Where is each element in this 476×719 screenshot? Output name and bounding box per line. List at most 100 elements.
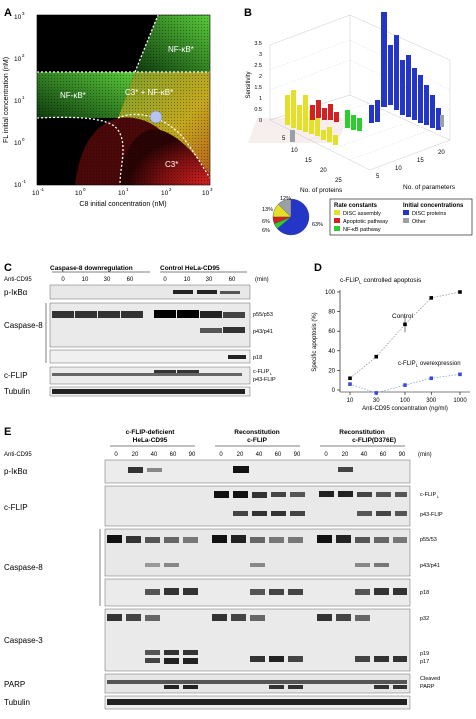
pie-label-3: 6% (262, 228, 270, 234)
e-time-6: 20 (237, 452, 244, 458)
c-group2: Control HeLa-CD95 (160, 265, 220, 272)
b-pie-labels: 12% 13% 6% 6% 63% (262, 196, 323, 234)
legend-item-0: DISC assembly (343, 211, 381, 217)
b-xtick-1: 10 (291, 148, 298, 154)
c-time-4: 0 (163, 277, 167, 283)
d-ytick-label: 40 (328, 349, 335, 355)
pie-label-1: 13% (262, 207, 273, 213)
e-row-pikba: p-IκBα (4, 467, 28, 476)
b-ztick-2: 1 (259, 96, 262, 102)
e-row-casp8: Caspase-8 (4, 563, 43, 572)
c-band-labels: p55/p53 p43/p41 p18 c-FLIP L p43-FLIP (253, 312, 276, 383)
c-band-p18: p18 (253, 355, 262, 361)
b-ztick-0: 0 (259, 118, 262, 124)
c-unit: (min) (255, 277, 269, 283)
a-xtick-4: 10 (202, 190, 210, 197)
b-zticks: 0 0.5 1 1.5 2 2.5 3 3.5 (254, 41, 262, 124)
legend-swatch-nfkb (334, 226, 340, 231)
legend-rate-title: Rate constants (334, 203, 378, 209)
e-groups: c-FLIP-deficient HeLa-CD95 Reconstitutio… (126, 429, 396, 444)
legend-item-1: Apoptotic pathway (343, 219, 388, 225)
e-time-10: 0 (324, 452, 328, 458)
e-group-4: Reconstitution (339, 429, 385, 436)
marker-point (149, 110, 163, 124)
legend-init-title: Initial concentrations (403, 203, 464, 209)
a-xtick-0: 10 (32, 190, 40, 197)
c-time-2: 30 (104, 277, 111, 283)
c-row-labels: p-IκBα Caspase-8 c-FLIP Tubulin (4, 288, 43, 396)
e-times: 0 20 40 60 90 0 20 40 60 90 0 20 40 60 9… (114, 452, 406, 458)
d-ytick-label: 60 (328, 329, 335, 335)
c-row-cflip: c-FLIP (4, 371, 28, 380)
c-time-7: 60 (229, 277, 236, 283)
c-time-1: 10 (82, 277, 89, 283)
a-ytick-3: 10 (14, 140, 22, 147)
d-ytick-label: 0 (332, 388, 336, 394)
c-row-tubulin: Tubulin (4, 387, 30, 396)
pie-label-4: 63% (312, 222, 323, 228)
e-group-1: HeLa-CD95 (133, 437, 168, 444)
legend-swatch-disc-proteins (403, 210, 409, 215)
e-treatment: Anti-CD95 (4, 452, 32, 458)
b-ytick-2: 15 (417, 158, 424, 164)
d-ytick-label: 80 (328, 310, 335, 316)
d-point-s1-3 (429, 376, 434, 381)
e-band-flipl: c-FLIP (420, 492, 437, 498)
legend-item-4: Other (412, 219, 426, 225)
d-ytick-label: 20 (328, 368, 335, 374)
e-row-casp3: Caspase-3 (4, 636, 43, 645)
c-time-5: 10 (184, 277, 191, 283)
a-xlabel: C8 initial concentration (nM) (79, 201, 166, 208)
a-xexp-1: 0 (83, 187, 86, 192)
panel-e: E c-FLIP-deficient HeLa-CD95 Reconstitut… (4, 426, 443, 710)
e-band-p19: p19 (420, 651, 429, 657)
b-xtick-3: 20 (320, 168, 327, 174)
e-time-9: 90 (294, 452, 301, 458)
legend-item-3: DISC proteins (412, 211, 446, 217)
e-row-cflip: c-FLIP (4, 503, 28, 512)
e-time-1: 20 (132, 452, 139, 458)
a-ytick-1: 10 (14, 56, 22, 63)
e-time-2: 40 (151, 452, 158, 458)
d-point-s0-0 (348, 376, 352, 381)
c-band-flipl: c-FLIP (253, 369, 270, 375)
e-group-5: c-FLIP (352, 437, 373, 444)
pie-label-0: 12% (280, 196, 291, 202)
b-xticks: 5 10 15 20 25 (282, 136, 342, 184)
e-band-flipl-sub: L (437, 494, 440, 499)
a-xtick-3: 10 (161, 190, 169, 197)
d-point-s1-1 (374, 391, 379, 395)
d-point-s1-4 (458, 372, 462, 377)
b-ztick-6: 3 (259, 52, 262, 58)
d-xlabel: Anti-CD95 concentration (ng/ml) (362, 406, 448, 412)
d-label-over: c-FLIPL overexpression (398, 361, 461, 368)
a-yexp-0: 3 (22, 11, 25, 16)
a-ylabel: FL initial concentration (nM) (3, 57, 10, 143)
e-band-p18: p18 (420, 590, 429, 596)
legend-swatch-disc-assembly (334, 210, 340, 215)
b-legend: Rate constants Initial concentrations DI… (329, 198, 473, 236)
c-group1: Caspase-8 downregulation (50, 265, 133, 272)
c-band-p55: p55/p53 (253, 312, 273, 318)
e-time-14: 90 (399, 452, 406, 458)
b-yticks: 5 10 15 20 (376, 150, 445, 180)
panel-a: A NF-κB* NF-κB* C3* + NF-κB* C3* (3, 7, 213, 208)
d-point-s0-3 (429, 296, 434, 300)
e-band-cleaved: Cleaved (420, 676, 440, 682)
c-time-0: 0 (61, 277, 65, 283)
region-c3: C3* (165, 160, 178, 169)
d-ylabel: Specific apoptosis (%) (312, 312, 318, 371)
a-ytick-4: 10 (14, 182, 22, 189)
c-row-pikba: p-IκBα (4, 288, 28, 297)
panel-b: B (244, 7, 473, 236)
b-ztick-3: 1.5 (254, 85, 262, 91)
e-group-0: c-FLIP-deficient (126, 429, 176, 436)
a-xexp-2: 1 (126, 187, 129, 192)
a-xtick-2: 10 (118, 190, 126, 197)
legend-swatch-other (403, 218, 409, 223)
e-band-p43: p43/p41 (420, 563, 440, 569)
e-time-11: 20 (342, 452, 349, 458)
legend-item-2: NF-κB pathway (343, 227, 381, 233)
a-yexp-1: 2 (22, 53, 25, 58)
